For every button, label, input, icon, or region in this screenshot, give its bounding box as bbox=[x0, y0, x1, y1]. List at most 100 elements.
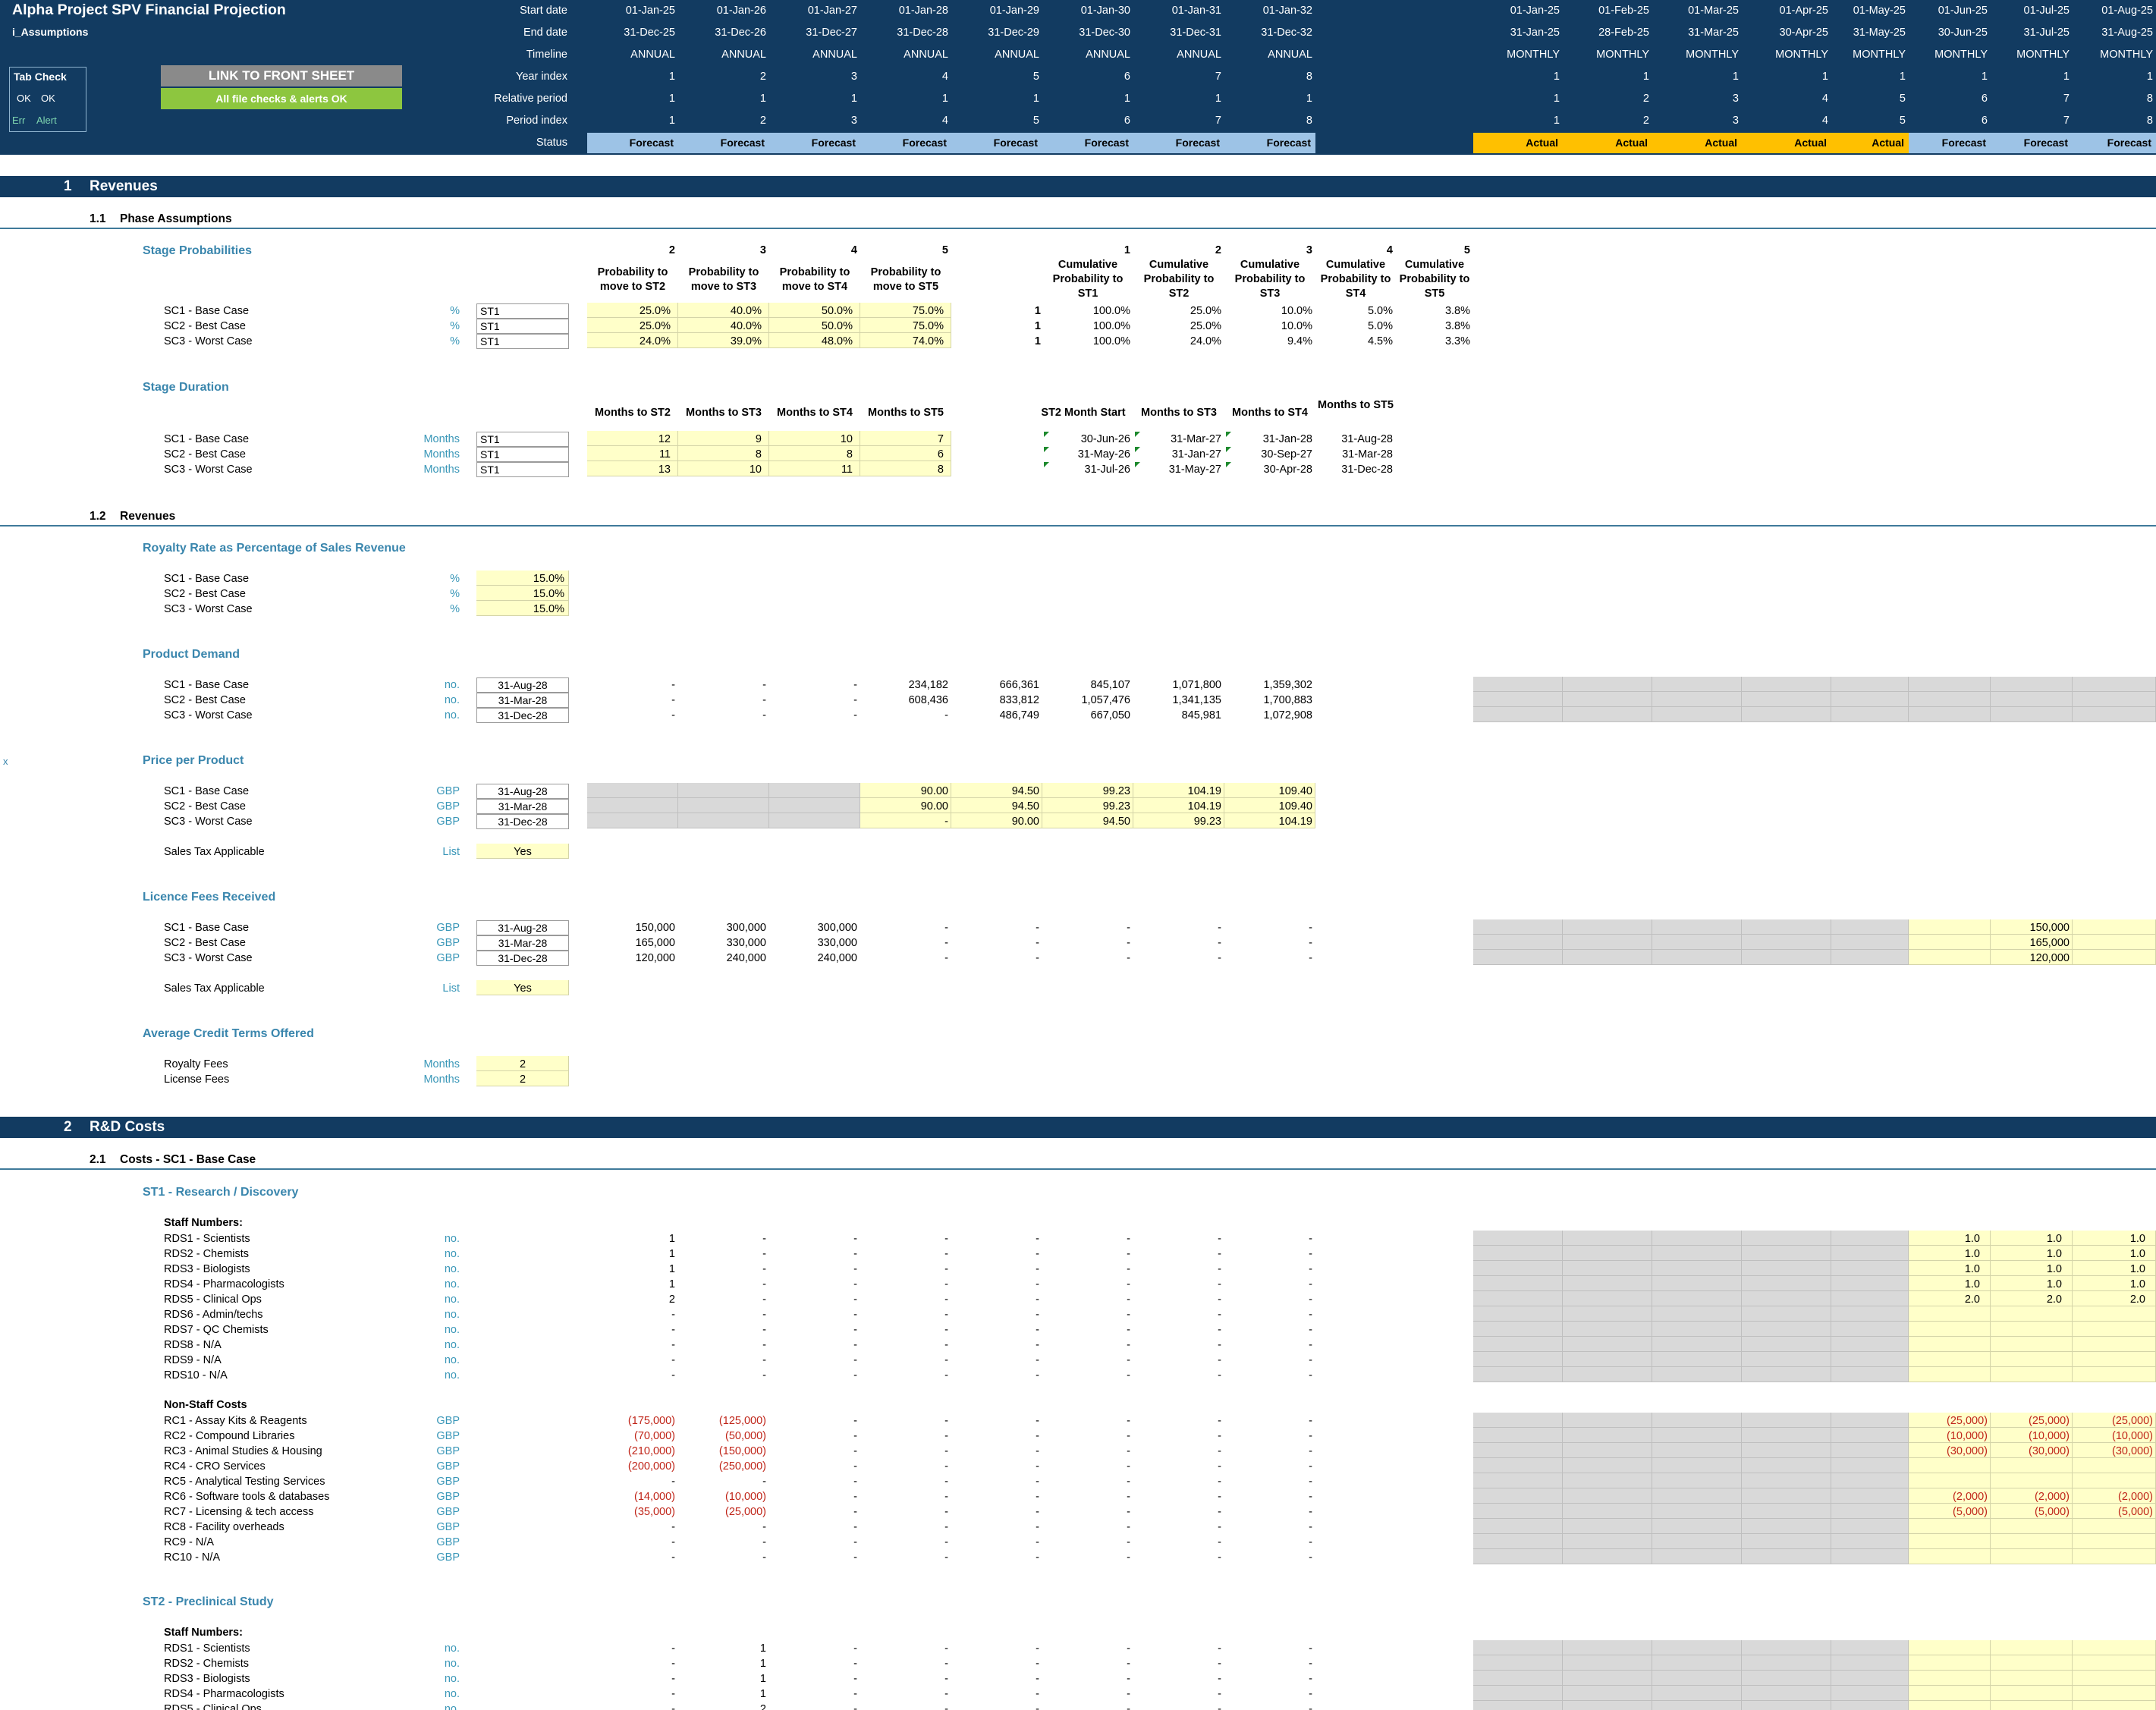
cost-value: - bbox=[1127, 1476, 1130, 1488]
timeline-annual-cell: 1 bbox=[1215, 93, 1221, 105]
cost-value: (25,000) bbox=[724, 1506, 766, 1518]
input-area bbox=[678, 431, 769, 446]
stage-date: 31-Mar-27 bbox=[1171, 433, 1221, 445]
monthly-staff-input: 1.0 bbox=[2129, 1263, 2145, 1275]
timeline-annual-cell: 1 bbox=[668, 115, 675, 127]
locked-area bbox=[1563, 919, 1652, 935]
column-header: Cumulative Probability to ST2 bbox=[1143, 259, 1215, 300]
probability-input: 40.0% bbox=[730, 320, 762, 332]
input-area bbox=[951, 798, 1042, 813]
sales-tax-select[interactable]: Yes bbox=[514, 846, 532, 858]
column-header: Cumulative Probability to ST1 bbox=[1052, 259, 1124, 300]
stage-selector-input[interactable]: ST1 bbox=[476, 447, 569, 462]
date-input[interactable]: 31-Dec-28 bbox=[476, 814, 569, 829]
licence-fee-input: 150,000 bbox=[2029, 922, 2070, 934]
royalty-rate-input: 15.0% bbox=[533, 588, 564, 600]
stage-selector-input[interactable]: ST1 bbox=[476, 319, 569, 334]
row-unit: GBP bbox=[436, 922, 460, 934]
date-input[interactable]: 31-Mar-28 bbox=[476, 693, 569, 708]
cell-comment-marker bbox=[1135, 447, 1140, 452]
cost-value: - bbox=[853, 1506, 857, 1518]
staff-count: - bbox=[1127, 1233, 1130, 1245]
licence-fee-value: - bbox=[1218, 922, 1221, 934]
tab-check-ok: OK bbox=[41, 93, 55, 104]
date-input[interactable]: 31-Aug-28 bbox=[476, 920, 569, 935]
stage-flag: 1 bbox=[1034, 335, 1041, 347]
sales-tax-select[interactable]: Yes bbox=[514, 982, 532, 995]
stage-selector-input[interactable]: ST1 bbox=[476, 432, 569, 447]
cost-value: (35,000) bbox=[633, 1506, 675, 1518]
locked-area bbox=[1742, 1261, 1831, 1276]
date-input[interactable]: 31-Dec-28 bbox=[476, 708, 569, 723]
staff-count: - bbox=[762, 1263, 766, 1275]
monthly-staff-input: 1.0 bbox=[2046, 1263, 2062, 1275]
cost-value: - bbox=[1309, 1430, 1312, 1442]
credit-terms-input[interactable]: 2 bbox=[519, 1058, 526, 1070]
input-area bbox=[1991, 1671, 2073, 1686]
group-title: ST2 - Preclinical Study bbox=[143, 1595, 274, 1608]
timeline-annual-cell: 2 bbox=[759, 71, 766, 83]
date-input[interactable]: 31-Mar-28 bbox=[476, 799, 569, 814]
locked-area bbox=[1742, 1655, 1831, 1671]
duration-input: 11 bbox=[658, 448, 671, 461]
timeline-monthly-cell: 01-Aug-25 bbox=[2101, 5, 2153, 17]
cost-value: - bbox=[853, 1415, 857, 1427]
stage-selector-input[interactable]: ST1 bbox=[476, 303, 569, 319]
locked-area bbox=[1652, 1458, 1742, 1473]
cost-value: - bbox=[1309, 1536, 1312, 1548]
stage-selector-input[interactable]: ST1 bbox=[476, 462, 569, 477]
monthly-staff-input: 1.0 bbox=[2129, 1248, 2145, 1260]
stage-selector-input[interactable]: ST1 bbox=[476, 334, 569, 349]
monthly-staff-input: 1.0 bbox=[2046, 1278, 2062, 1290]
input-area bbox=[1991, 1655, 2073, 1671]
stage-date: 31-Jan-28 bbox=[1262, 433, 1312, 445]
staff-count: - bbox=[1309, 1688, 1312, 1700]
demand-value: 1,072,908 bbox=[1263, 709, 1312, 721]
locked-area bbox=[1742, 1488, 1831, 1504]
duration-input: 6 bbox=[937, 448, 944, 461]
row-unit: % bbox=[450, 320, 460, 332]
cell-comment-marker bbox=[1135, 462, 1140, 467]
group-title: Average Credit Terms Offered bbox=[143, 1027, 314, 1040]
credit-terms-input[interactable]: 2 bbox=[519, 1073, 526, 1086]
staff-count: 1 bbox=[759, 1642, 766, 1655]
input-area bbox=[476, 844, 569, 859]
locked-area bbox=[1652, 707, 1742, 722]
date-input[interactable]: 31-Aug-28 bbox=[476, 677, 569, 693]
locked-area bbox=[1473, 692, 1563, 707]
row-unit: List bbox=[442, 846, 460, 858]
locked-area bbox=[1831, 1640, 1909, 1655]
staff-count: - bbox=[1036, 1354, 1039, 1366]
timeline-annual-cell: 31-Dec-27 bbox=[806, 27, 857, 39]
date-input[interactable]: 31-Aug-28 bbox=[476, 784, 569, 799]
locked-area bbox=[1991, 692, 2073, 707]
staff-count: - bbox=[853, 1324, 857, 1336]
monthly-cost-input: (25,000) bbox=[1946, 1415, 1988, 1427]
timeline-annual-cell: 3 bbox=[850, 115, 857, 127]
locked-area bbox=[1991, 707, 2073, 722]
input-area bbox=[2073, 935, 2156, 950]
cost-value: - bbox=[1127, 1430, 1130, 1442]
date-input[interactable]: 31-Dec-28 bbox=[476, 951, 569, 966]
date-input[interactable]: 31-Mar-28 bbox=[476, 935, 569, 951]
staff-count: - bbox=[1127, 1324, 1130, 1336]
link-to-front-sheet-button[interactable]: LINK TO FRONT SHEET bbox=[161, 65, 402, 86]
locked-area bbox=[1831, 1519, 1909, 1534]
locked-area bbox=[1563, 1352, 1652, 1367]
input-area bbox=[860, 798, 951, 813]
locked-area bbox=[1563, 1276, 1652, 1291]
locked-area bbox=[1742, 1322, 1831, 1337]
row-label: RDS1 - Scientists bbox=[164, 1642, 250, 1655]
input-area bbox=[1909, 1352, 1991, 1367]
row-unit: GBP bbox=[436, 785, 460, 797]
monthly-staff-input: 1.0 bbox=[2046, 1248, 2062, 1260]
staff-count: - bbox=[1218, 1369, 1221, 1382]
stage-date: 31-Jul-26 bbox=[1084, 464, 1130, 476]
timeline-monthly-cell: 4 bbox=[1821, 93, 1828, 105]
staff-count: 1 bbox=[668, 1263, 675, 1275]
staff-count: - bbox=[853, 1658, 857, 1670]
staff-count: - bbox=[1127, 1658, 1130, 1670]
cost-value: - bbox=[1127, 1491, 1130, 1503]
staff-count: - bbox=[762, 1233, 766, 1245]
locked-area bbox=[1742, 1701, 1831, 1710]
